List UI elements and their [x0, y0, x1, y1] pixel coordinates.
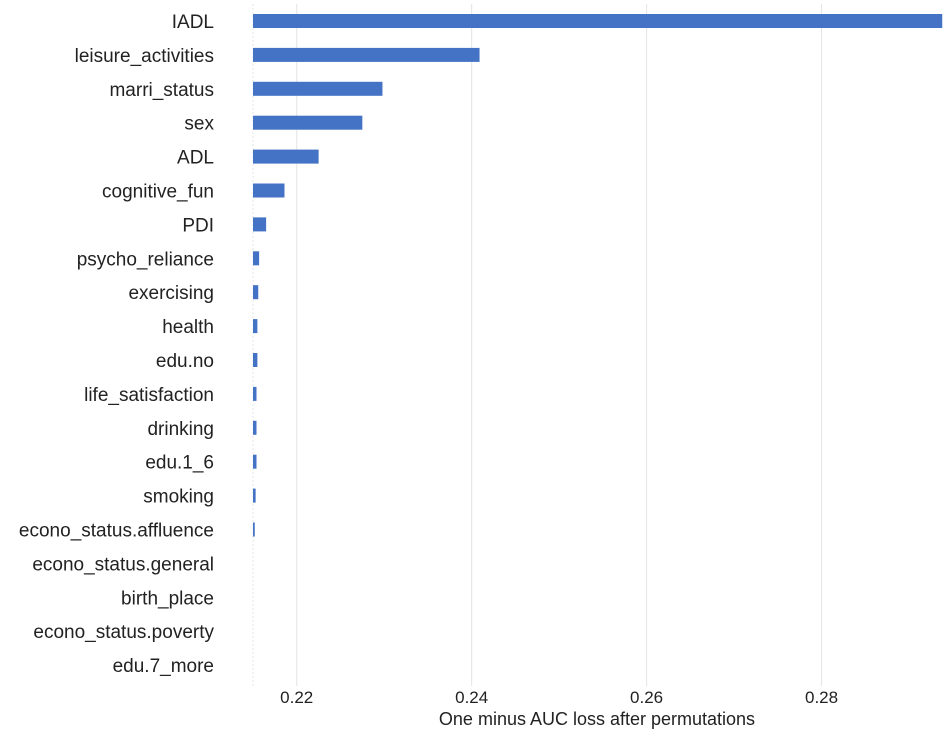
- category-label-psycho-reliance: psycho_reliance: [77, 249, 214, 270]
- bar-iadl: [253, 14, 943, 28]
- bars: [253, 14, 943, 537]
- category-label-birth-place: birth_place: [121, 588, 214, 609]
- bar-leisure-activities: [253, 47, 480, 62]
- category-label-leisure-activities: leisure_activities: [75, 46, 214, 67]
- category-label-smoking: smoking: [143, 487, 214, 508]
- bar-pdi: [253, 217, 267, 232]
- category-label-cognitive-fun: cognitive_fun: [102, 182, 214, 203]
- x-tick-0-26: 0.26: [630, 688, 663, 707]
- category-label-sex: sex: [184, 114, 214, 135]
- category-label-health: health: [162, 317, 214, 338]
- bar-drinking: [253, 420, 257, 435]
- bar-cognitive-fun: [253, 183, 285, 198]
- x-tick-labels: 0.22 0.24 0.26 0.28: [280, 688, 838, 707]
- category-label-pdi: PDI: [182, 215, 214, 236]
- category-label-econo-status-poverty: econo_status.poverty: [33, 622, 214, 643]
- category-label-econo-status-general: econo_status.general: [32, 554, 214, 575]
- gridlines: [252, 4, 823, 686]
- x-tick-0-22: 0.22: [280, 688, 313, 707]
- category-label-life-satisfaction: life_satisfaction: [84, 385, 214, 406]
- category-label-exercising: exercising: [128, 283, 214, 304]
- category-label-drinking: drinking: [147, 419, 214, 440]
- bar-adl: [253, 149, 319, 164]
- x-axis-title: One minus AUC loss after permutations: [439, 709, 755, 729]
- bar-life-satisfaction: [253, 386, 257, 401]
- x-tick-0-24: 0.24: [455, 688, 488, 707]
- bar-sex: [253, 115, 363, 130]
- bar-marri-status: [253, 81, 383, 96]
- category-label-iadl: IADL: [172, 12, 214, 33]
- bar-psycho-reliance: [253, 251, 260, 266]
- bar-econo-status-affluence: [253, 522, 255, 537]
- bar-exercising: [253, 285, 259, 300]
- bar-smoking: [253, 488, 256, 503]
- category-label-edu-1-6: edu.1_6: [145, 453, 214, 474]
- x-tick-0-28: 0.28: [805, 688, 838, 707]
- bar-edu-1-6: [253, 454, 257, 469]
- category-label-marri-status: marri_status: [109, 80, 214, 101]
- category-label-econo-status-affluence: econo_status.affluence: [19, 521, 214, 542]
- category-label-adl: ADL: [177, 148, 214, 169]
- bar-health: [253, 319, 258, 334]
- category-label-edu-7-more: edu.7_more: [113, 656, 214, 677]
- bar-edu-no: [253, 353, 258, 367]
- category-label-edu-no: edu.no: [156, 351, 214, 372]
